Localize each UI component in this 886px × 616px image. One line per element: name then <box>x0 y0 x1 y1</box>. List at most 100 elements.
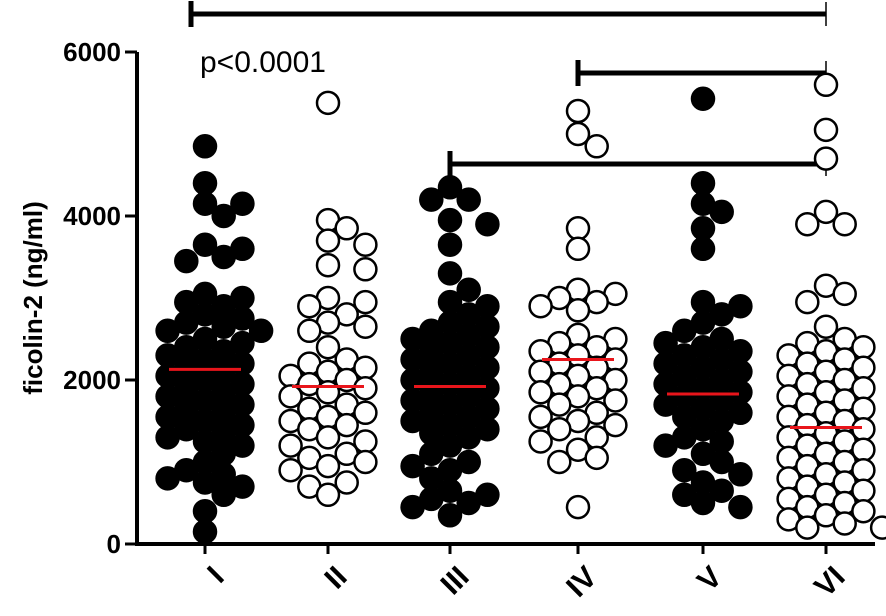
data-point <box>334 470 359 495</box>
data-point <box>297 318 322 344</box>
data-point <box>728 494 753 520</box>
data-point <box>297 293 322 319</box>
significance-bracket <box>575 60 827 86</box>
data-point <box>174 248 199 274</box>
data-point <box>353 375 378 401</box>
data-point <box>456 277 481 303</box>
data-point <box>603 388 628 413</box>
data-points <box>155 72 886 544</box>
data-point <box>278 457 303 483</box>
category-label: VI <box>808 560 851 603</box>
data-point <box>795 289 820 315</box>
data-point <box>813 117 839 143</box>
data-point <box>584 445 609 471</box>
data-point <box>475 211 500 237</box>
data-point <box>400 453 425 479</box>
data-point <box>211 314 236 339</box>
data-point <box>456 490 481 516</box>
data-point <box>211 244 236 270</box>
data-point <box>437 503 463 528</box>
data-point <box>709 478 734 503</box>
data-point <box>192 134 218 159</box>
data-point <box>690 86 716 111</box>
data-point <box>795 515 820 540</box>
data-point <box>315 228 341 253</box>
data-point <box>672 457 697 483</box>
y-tick-label: 2000 <box>63 365 121 395</box>
data-point <box>528 429 553 454</box>
y-axis-label: ficolin-2 (ng/ml) <box>18 201 48 395</box>
data-point <box>278 433 303 458</box>
data-point <box>565 121 591 147</box>
data-point <box>813 314 839 339</box>
data-point <box>353 400 378 426</box>
data-point <box>851 498 876 524</box>
data-point <box>672 318 697 344</box>
data-point <box>690 216 716 241</box>
data-point <box>353 289 378 315</box>
y-tick-label: 4000 <box>63 201 121 231</box>
data-point <box>315 90 341 116</box>
data-point <box>155 466 180 491</box>
y-tick-label: 6000 <box>63 37 121 67</box>
data-point <box>419 441 444 467</box>
data-point <box>400 408 425 434</box>
category-label: I <box>201 560 230 589</box>
data-point <box>353 232 378 257</box>
data-point <box>547 449 572 475</box>
data-point <box>353 314 378 339</box>
data-point <box>437 261 463 286</box>
data-point <box>584 134 609 159</box>
data-point <box>728 462 753 487</box>
data-point <box>315 453 341 479</box>
data-point <box>653 392 678 417</box>
data-point <box>192 470 218 495</box>
data-point <box>211 482 236 508</box>
data-point <box>456 187 481 212</box>
data-point <box>230 191 255 216</box>
data-point <box>192 232 218 257</box>
data-point <box>813 199 839 225</box>
data-point <box>353 257 378 282</box>
data-point <box>547 416 572 442</box>
data-point <box>353 449 378 475</box>
p-value-annotation: p<0.0001 <box>200 46 326 79</box>
category-label: V <box>691 560 728 597</box>
data-point <box>315 252 341 278</box>
data-point <box>832 281 857 307</box>
data-point <box>565 98 591 124</box>
data-point <box>155 318 180 344</box>
data-point <box>528 380 553 405</box>
data-point <box>832 211 857 237</box>
data-point <box>653 433 678 458</box>
data-point <box>419 187 444 212</box>
data-point <box>155 425 180 450</box>
data-point <box>565 298 591 323</box>
data-point <box>211 203 236 229</box>
category-label: III <box>435 560 476 601</box>
data-point <box>315 482 341 508</box>
data-point <box>528 293 553 319</box>
data-point <box>528 404 553 430</box>
data-point <box>690 236 716 262</box>
y-tick-label: 0 <box>107 529 121 559</box>
data-point <box>437 175 463 200</box>
significance-bracket <box>447 151 827 177</box>
data-point <box>437 207 463 233</box>
category-label: II <box>319 560 354 595</box>
data-point <box>400 494 425 520</box>
data-point <box>709 449 734 475</box>
data-point <box>795 211 820 237</box>
data-point <box>437 232 463 257</box>
data-point <box>832 511 857 536</box>
category-label: IV <box>560 560 603 603</box>
data-point <box>690 170 716 196</box>
data-point <box>278 384 303 409</box>
data-point <box>547 392 572 417</box>
data-point <box>334 216 359 241</box>
data-point <box>813 146 839 171</box>
data-point <box>315 334 341 360</box>
data-point <box>192 170 218 196</box>
data-point <box>869 515 886 540</box>
